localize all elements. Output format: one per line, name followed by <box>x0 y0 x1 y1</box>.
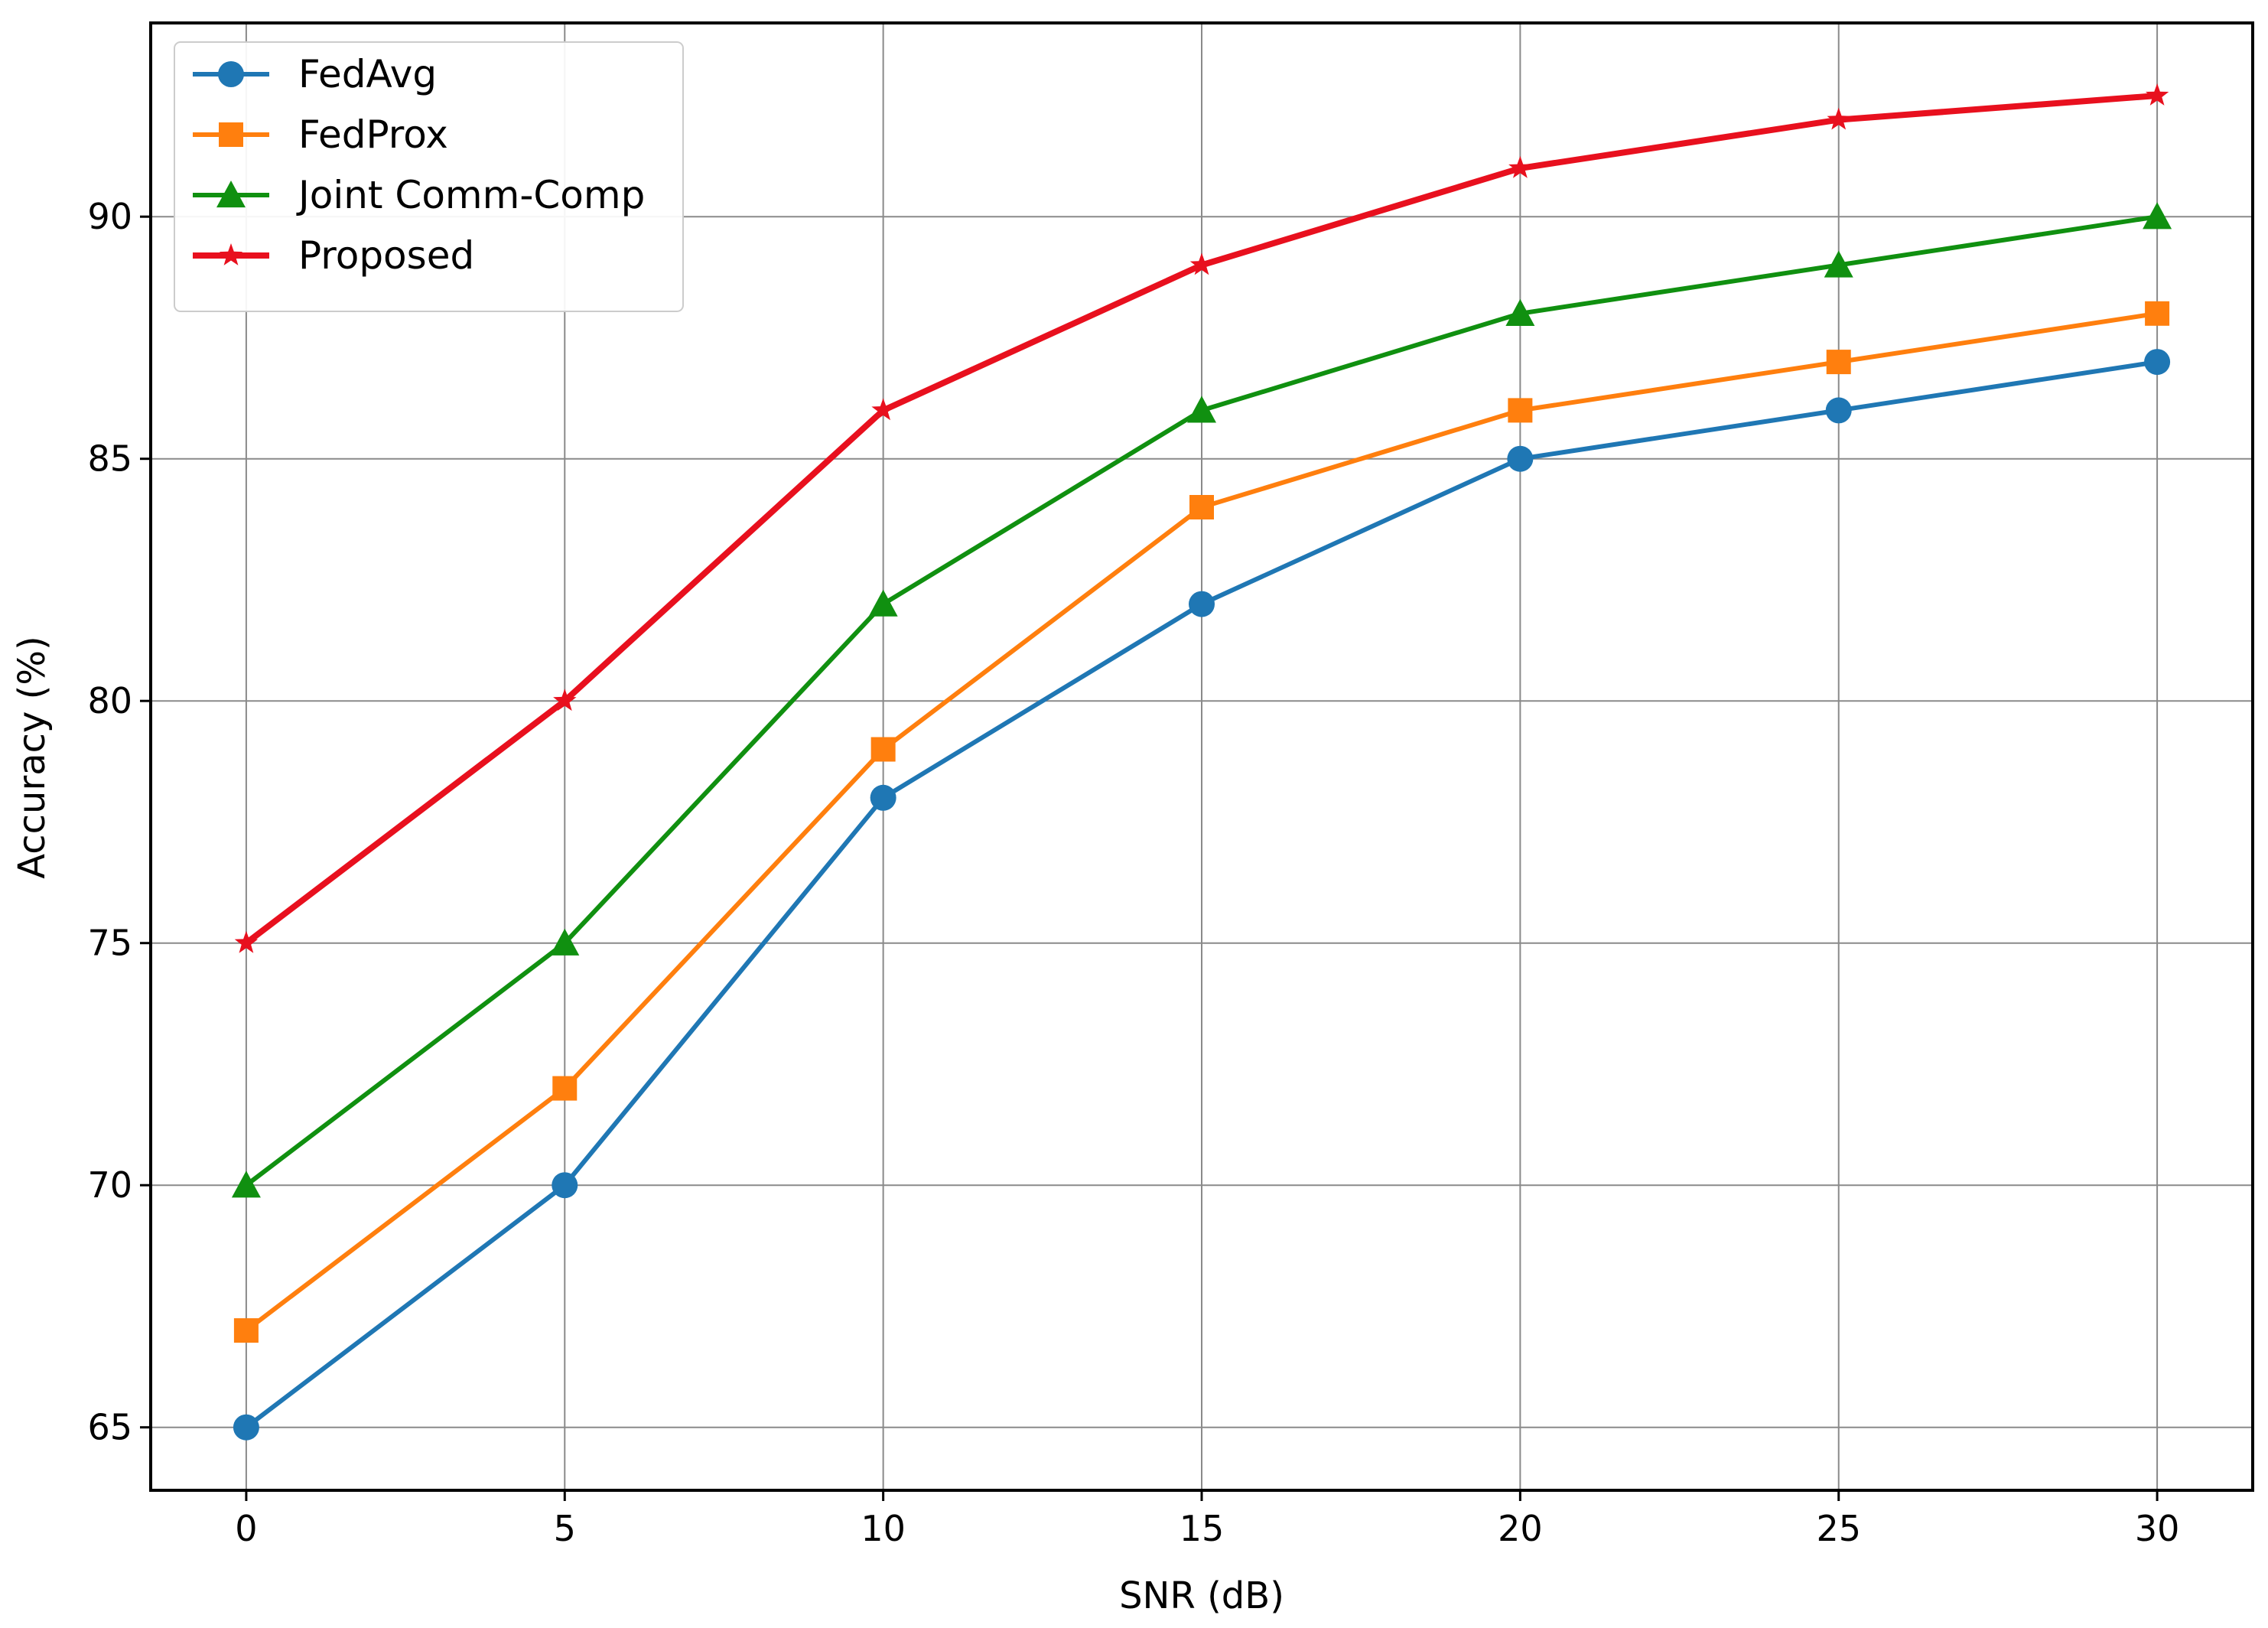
legend: FedAvg FedProx Joint Comm-Comp Proposed <box>174 41 684 312</box>
y-tick-label: 90 <box>87 196 132 237</box>
legend-box <box>174 41 684 312</box>
legend-label-fedavg: FedAvg <box>298 52 437 96</box>
x-tick-label: 25 <box>1816 1508 1861 1549</box>
data-point-joint-comm-comp <box>2143 202 2172 230</box>
data-point-joint-comm-comp <box>1505 298 1535 326</box>
legend-label-proposed: Proposed <box>298 233 474 278</box>
data-point-fedprox <box>870 737 896 762</box>
data-point-fedavg <box>870 784 896 811</box>
data-point-fedprox <box>2145 301 2170 326</box>
series-joint-comm-comp <box>231 202 2172 1198</box>
data-point-fedprox <box>233 1318 259 1343</box>
data-point-joint-comm-comp <box>1187 396 1216 423</box>
series-proposed <box>234 83 2169 953</box>
data-point-fedavg <box>552 1172 578 1199</box>
data-point-proposed <box>553 689 577 711</box>
data-point-fedavg <box>1189 591 1215 617</box>
legend-entry-proposed: Proposed <box>193 233 474 278</box>
ticks: 0 5 10 15 20 25 30 65 70 75 80 85 90 <box>87 196 2179 1549</box>
data-point-joint-comm-comp <box>231 1171 261 1198</box>
data-point-joint-comm-comp <box>550 928 580 956</box>
data-point-proposed <box>1189 252 1214 275</box>
x-tick-label: 5 <box>554 1508 576 1549</box>
x-axis-label: SNR (dB) <box>1119 1574 1284 1617</box>
data-point-fedprox <box>1508 398 1533 423</box>
x-tick-label: 10 <box>861 1508 906 1549</box>
series-fedprox <box>233 301 2170 1343</box>
data-point-fedavg <box>1825 397 1852 424</box>
y-axis-label: Accuracy (%) <box>11 636 54 878</box>
data-point-proposed <box>234 930 259 953</box>
series-fedavg <box>233 349 2171 1441</box>
data-point-proposed <box>871 398 895 421</box>
y-tick-label: 85 <box>87 438 132 480</box>
legend-label-joint-comm-comp: Joint Comm-Comp <box>296 173 645 217</box>
y-tick-label: 75 <box>87 923 132 964</box>
data-point-proposed <box>1508 155 1532 178</box>
x-tick-label: 30 <box>2135 1508 2180 1549</box>
data-point-fedprox <box>552 1076 578 1101</box>
series-group <box>231 83 2172 1441</box>
legend-marker-joint-comm-comp <box>216 181 246 208</box>
legend-entry-fedavg: FedAvg <box>193 52 437 96</box>
data-point-fedavg <box>2144 349 2171 376</box>
data-point-proposed <box>2145 83 2169 106</box>
legend-entry-fedprox: FedProx <box>193 112 448 157</box>
y-tick-label: 70 <box>87 1164 132 1206</box>
legend-marker-fedprox <box>219 122 243 147</box>
legend-marker-fedavg <box>218 61 244 87</box>
data-point-joint-comm-comp <box>868 589 898 617</box>
legend-marker-proposed <box>219 243 243 265</box>
data-point-fedprox <box>1189 495 1214 520</box>
data-point-proposed <box>1827 107 1850 130</box>
x-tick-label: 20 <box>1498 1508 1543 1549</box>
legend-entry-joint-comm-comp: Joint Comm-Comp <box>193 173 645 217</box>
x-tick-label: 15 <box>1180 1508 1225 1549</box>
y-tick-label: 80 <box>87 680 132 721</box>
y-tick-label: 65 <box>87 1407 132 1448</box>
x-tick-label: 0 <box>235 1508 257 1549</box>
legend-label-fedprox: FedProx <box>298 112 448 157</box>
data-point-fedavg <box>1507 445 1534 472</box>
data-point-fedprox <box>1826 350 1851 375</box>
data-point-joint-comm-comp <box>1824 250 1853 278</box>
data-point-fedavg <box>233 1414 259 1441</box>
